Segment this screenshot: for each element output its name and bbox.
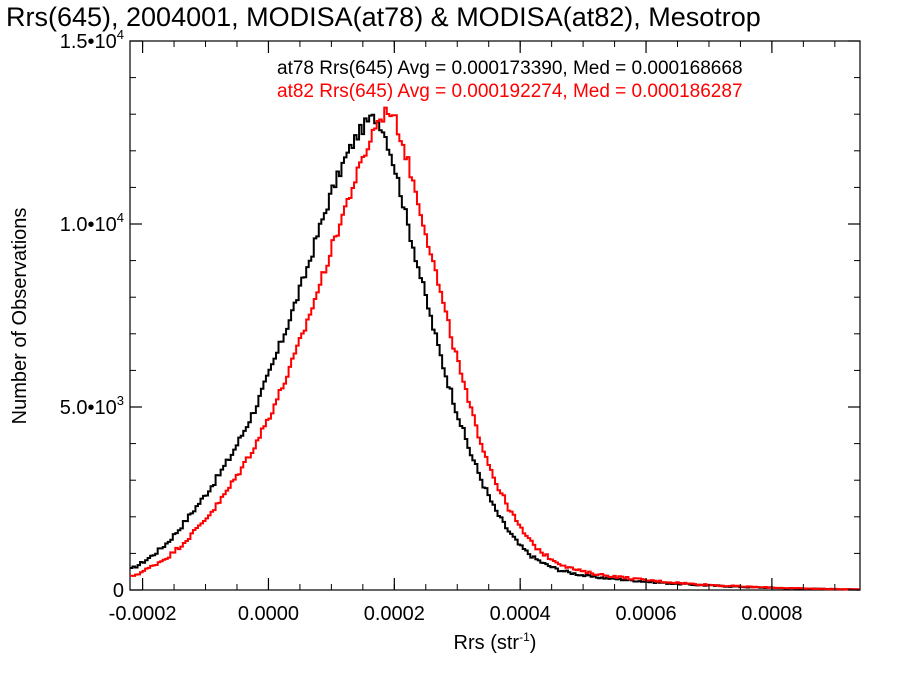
series-layer: [130, 106, 860, 591]
y-tick-label: 1.0•104: [60, 210, 124, 236]
y-tick-label: 1.5•104: [60, 27, 124, 53]
x-tick-label: 0.0006: [615, 603, 676, 625]
x-tick-label: 0.0008: [741, 603, 802, 625]
x-tick-label: 0.0002: [364, 603, 425, 625]
y-tick-label: 0: [113, 580, 124, 602]
annotation-at78: at78 Rrs(645) Avg = 0.000173390, Med = 0…: [277, 58, 743, 79]
annotation-at82: at82 Rrs(645) Avg = 0.000192274, Med = 0…: [277, 81, 743, 102]
plot-area: -0.0002 0.0000 0.0002 0.0004 0.0006 0.0008 0 5.…: [60, 27, 861, 625]
y-tick-label: 5.0•103: [60, 393, 124, 419]
x-tick-label: 0.0000: [238, 603, 299, 625]
series-at78-line: [130, 113, 860, 591]
series-at82-line: [130, 106, 860, 591]
chart-title: Rrs(645), 2004001, MODISA(at78) & MODISA…: [6, 2, 761, 32]
x-tick-label: 0.0004: [490, 603, 551, 625]
x-axis-label: Rrs (str-1): [454, 630, 537, 654]
plot-frame: [129, 40, 861, 591]
tick-layer: -0.0002 0.0000 0.0002 0.0004 0.0006 0.0008 0 5.…: [60, 27, 860, 625]
y-axis-label: Number of Observations: [9, 208, 31, 425]
x-tick-label: -0.0002: [109, 603, 177, 625]
